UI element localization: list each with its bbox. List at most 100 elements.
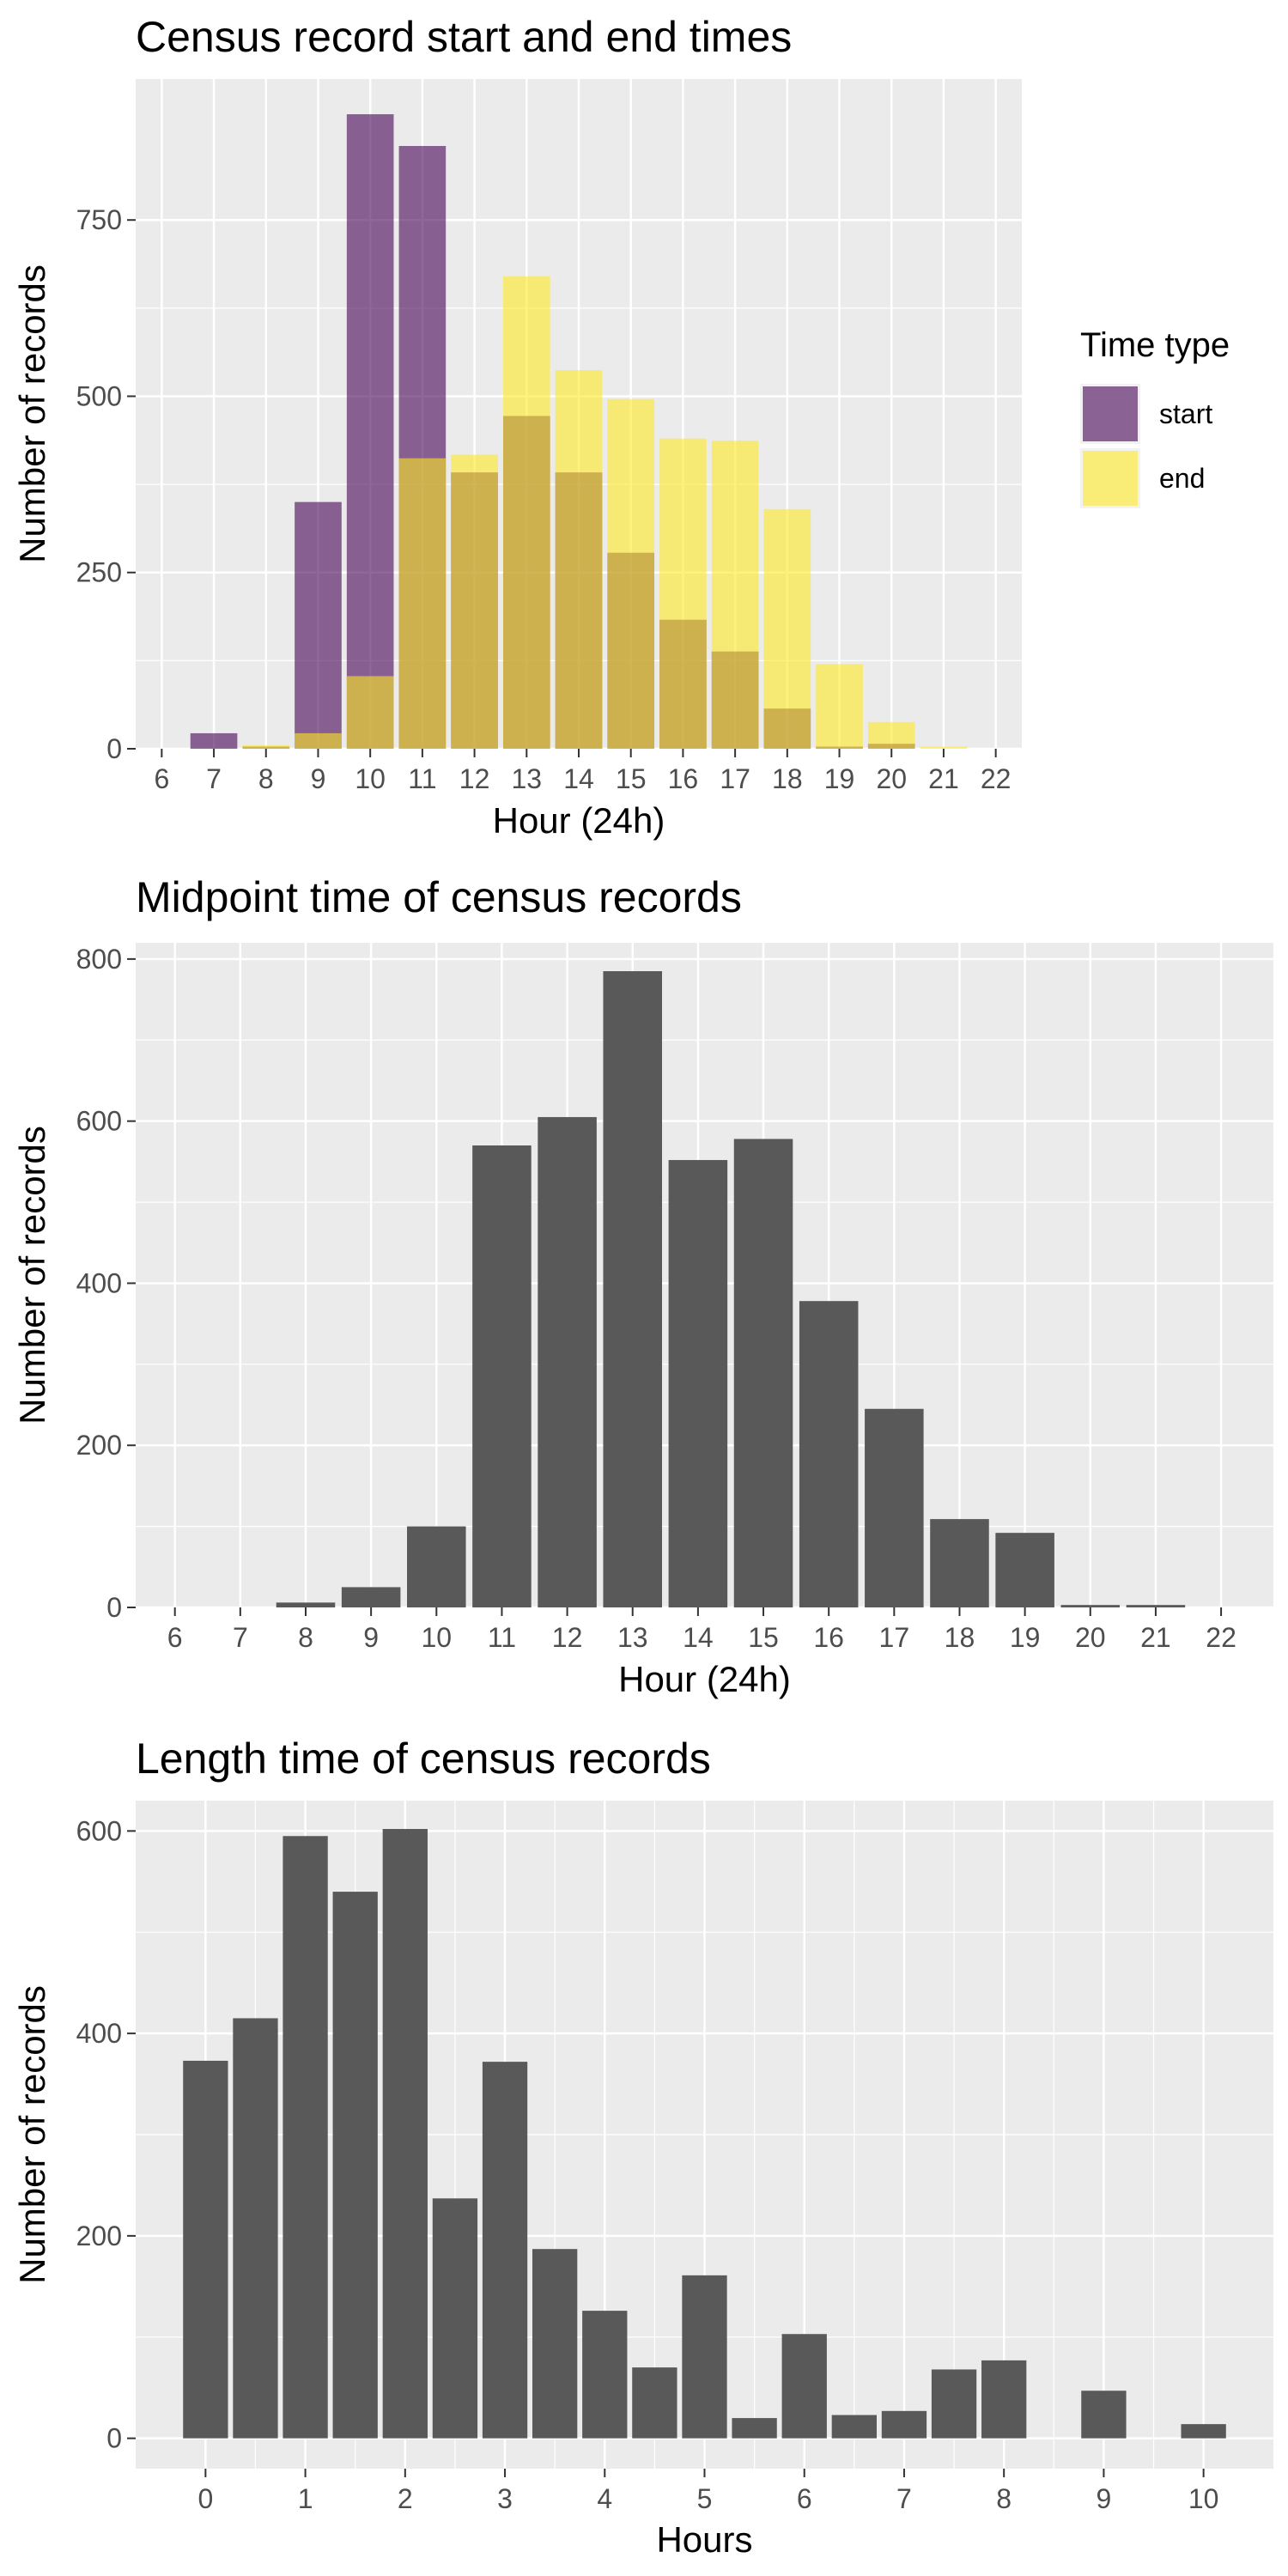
x-tick-label: 8	[258, 763, 274, 794]
bar	[733, 1139, 793, 1607]
x-tick-label: 19	[824, 763, 855, 794]
y-tick-label: 500	[76, 380, 122, 411]
bar	[190, 732, 238, 749]
y-tick-label: 0	[106, 2423, 122, 2454]
bar	[799, 1301, 859, 1607]
bar	[346, 114, 394, 750]
x-tick-label: 10	[355, 763, 386, 794]
x-tick-label: 17	[879, 1622, 910, 1653]
y-tick-label: 0	[106, 733, 122, 764]
legend-label-end: end	[1159, 463, 1205, 494]
x-tick-label: 13	[617, 1622, 648, 1653]
x-tick-label: 7	[206, 763, 222, 794]
x-tick-label: 10	[1188, 2483, 1219, 2514]
bar	[295, 732, 342, 749]
x-tick-label: 9	[363, 1622, 379, 1653]
bar	[555, 370, 603, 749]
bar	[1081, 2391, 1127, 2439]
x-tick-label: 21	[928, 763, 959, 794]
x-tick-label: 12	[459, 763, 490, 794]
chart-panel-3: Length time of census records 0 200 400 600 0…	[12, 1735, 1273, 2560]
bar	[1060, 1605, 1121, 1607]
x-tick-label: 8	[996, 2483, 1012, 2514]
x-tick-label: 0	[197, 2483, 213, 2514]
chart-panel-2: Midpoint time of census records 0 200 400 60…	[12, 873, 1273, 1699]
bar	[781, 2334, 827, 2439]
x-tick-label: 15	[748, 1622, 779, 1653]
x-tick-label: 10	[421, 1622, 452, 1653]
bar	[1181, 2424, 1226, 2439]
bar	[451, 454, 498, 749]
bar	[930, 1519, 989, 1607]
bar	[920, 746, 968, 749]
x-tick-label: 16	[813, 1622, 844, 1653]
y-tick-label: 750	[76, 204, 122, 235]
bar	[981, 2360, 1027, 2439]
x-tick-label: 6	[167, 1622, 183, 1653]
y-tick-label: 600	[76, 1815, 122, 1846]
bar	[295, 501, 342, 749]
bar	[711, 440, 759, 749]
bar	[607, 398, 655, 749]
bar	[632, 2367, 677, 2439]
y-tick-label: 200	[76, 2221, 122, 2251]
x-tick-label: 13	[511, 763, 542, 794]
x-tick-label: 15	[616, 763, 647, 794]
y-axis-title: Number of records	[12, 1985, 52, 2284]
y-tick-label: 0	[106, 1592, 122, 1623]
x-tick-label: 22	[981, 763, 1012, 794]
x-tick-label: 3	[497, 2483, 513, 2514]
bar	[668, 1159, 728, 1607]
x-tick-label: 7	[233, 1622, 248, 1653]
bar-series	[183, 1829, 1226, 2439]
bar	[831, 2415, 877, 2439]
x-tick-label: 20	[1075, 1622, 1106, 1653]
bar	[603, 971, 663, 1607]
x-tick-label: 16	[668, 763, 699, 794]
bar	[881, 2410, 927, 2439]
bar	[242, 744, 290, 749]
bar	[538, 1116, 597, 1607]
x-tick-label: 18	[772, 763, 803, 794]
x-tick-label: 21	[1140, 1622, 1171, 1653]
chart-title: Length time of census records	[136, 1735, 711, 1783]
x-axis-title: Hours	[656, 2519, 752, 2560]
bar	[502, 276, 550, 749]
bar	[341, 1587, 401, 1607]
legend-key-end	[1083, 451, 1138, 506]
x-tick-label: 7	[896, 2483, 912, 2514]
x-tick-label: 22	[1206, 1622, 1236, 1653]
bar	[183, 2060, 228, 2439]
chart-panel-1: Census record start and end times 0 250 500…	[12, 13, 1230, 841]
chart-title: Census record start and end times	[136, 13, 792, 61]
bar	[332, 1892, 378, 2439]
x-tick-label: 8	[298, 1622, 313, 1653]
bar	[763, 508, 811, 749]
y-axis-title: Number of records	[12, 264, 52, 563]
bar	[432, 2198, 478, 2439]
bar	[995, 1533, 1054, 1607]
bar	[346, 676, 394, 749]
x-tick-label: 6	[797, 2483, 812, 2514]
legend-key-start	[1083, 386, 1138, 441]
x-tick-label: 14	[683, 1622, 714, 1653]
bar	[482, 2062, 528, 2439]
bar	[732, 2418, 777, 2439]
x-tick-label: 9	[311, 763, 326, 794]
x-tick-label: 9	[1097, 2483, 1112, 2514]
bar	[1126, 1605, 1186, 1607]
x-tick-label: 6	[154, 763, 169, 794]
y-tick-label: 250	[76, 557, 122, 588]
y-tick-label: 800	[76, 944, 122, 975]
y-tick-label: 200	[76, 1430, 122, 1461]
y-axis-title: Number of records	[12, 1126, 52, 1425]
x-tick-label: 19	[1010, 1622, 1041, 1653]
bar	[582, 2311, 628, 2439]
chart-title: Midpoint time of census records	[136, 873, 742, 921]
legend-label-start: start	[1159, 398, 1212, 429]
x-tick-label: 4	[597, 2483, 612, 2514]
x-tick-label: 14	[563, 763, 594, 794]
x-axis-title: Hour (24h)	[618, 1659, 791, 1699]
